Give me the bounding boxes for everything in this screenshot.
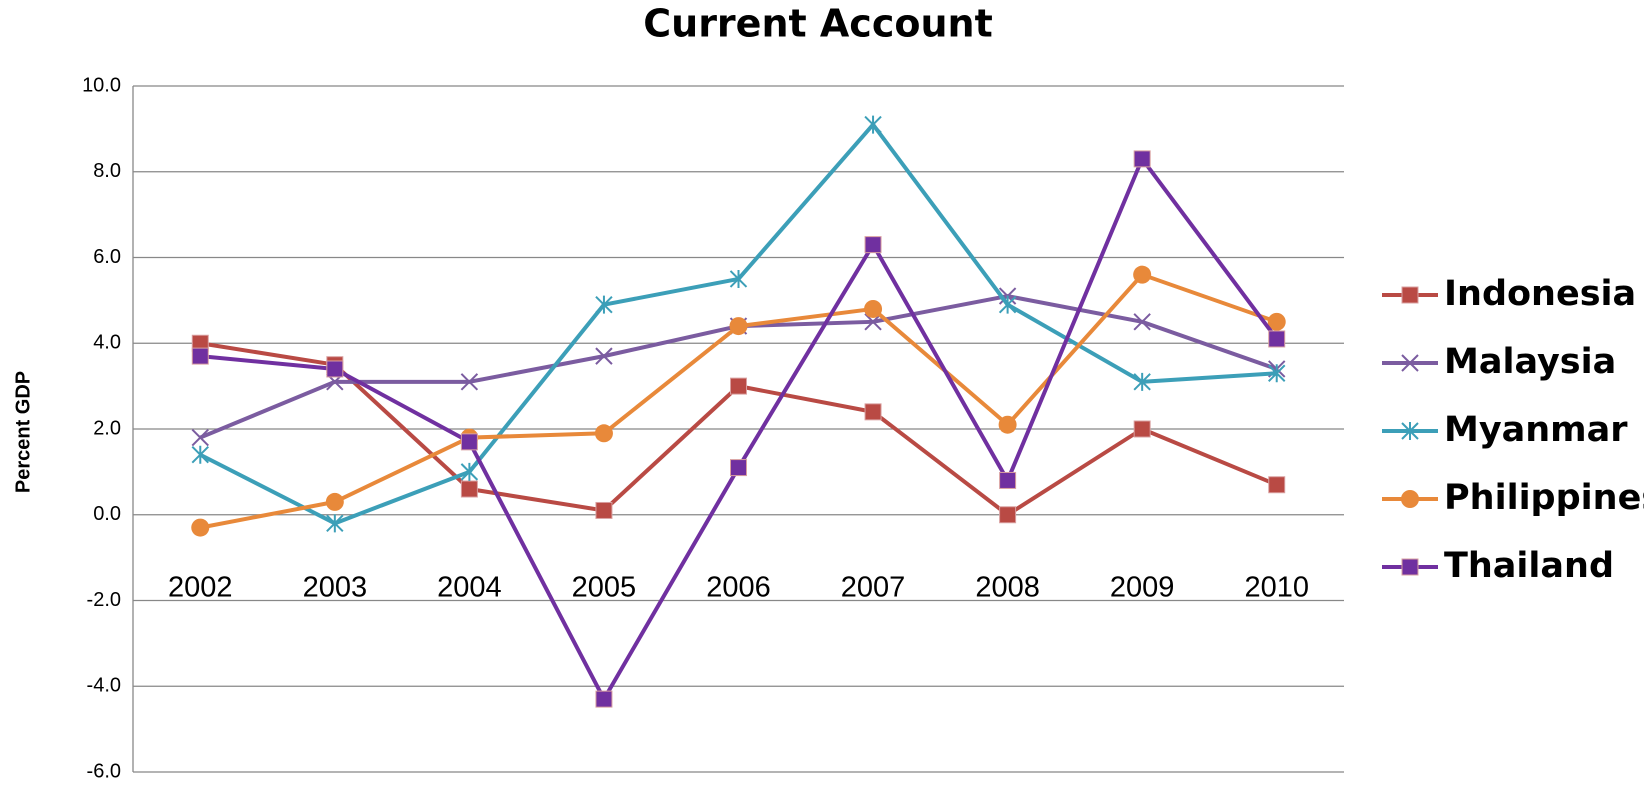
marker [191, 428, 209, 447]
x-tick-label: 2004 [437, 571, 502, 603]
marker-stroke [1401, 354, 1419, 372]
marker [998, 415, 1017, 434]
x-tick-label: 2010 [1244, 571, 1309, 603]
marker-stroke [864, 115, 882, 134]
marker [460, 433, 478, 451]
marker [594, 424, 613, 443]
marker [460, 373, 479, 391]
marker [999, 506, 1017, 524]
marker [729, 317, 748, 336]
marker [1133, 265, 1152, 284]
marker-stroke [326, 514, 344, 533]
marker-stroke [191, 445, 209, 464]
marker-stroke [595, 347, 613, 365]
y-tick-label: -4.0 [87, 675, 121, 697]
x-tick-label: 2006 [706, 571, 771, 603]
marker [1401, 354, 1419, 372]
marker-stroke [1401, 422, 1419, 440]
legend-label: Indonesia [1444, 274, 1636, 314]
marker-stroke [1133, 372, 1151, 391]
x-tick-label: 2005 [572, 571, 637, 603]
marker [1133, 150, 1151, 168]
legend-label: Myanmar [1444, 410, 1628, 450]
x-tick-label: 2007 [841, 571, 906, 603]
x-tick-label: 2002 [168, 571, 233, 603]
marker [1268, 330, 1286, 348]
marker [1268, 364, 1286, 383]
marker [595, 295, 613, 314]
marker [1401, 422, 1419, 440]
marker-stroke [595, 295, 613, 314]
y-tick-label: 10.0 [82, 74, 121, 96]
marker [326, 360, 344, 378]
marker [595, 501, 613, 519]
marker [460, 480, 478, 498]
marker-stroke [998, 295, 1017, 314]
marker [1267, 312, 1286, 331]
marker [730, 459, 747, 477]
marker-stroke [729, 269, 748, 288]
marker [326, 514, 344, 533]
legend-label: Thailand [1444, 546, 1614, 586]
series-line [199, 272, 1278, 530]
y-tick-label: -6.0 [87, 760, 121, 782]
marker [191, 518, 210, 537]
marker [460, 462, 479, 481]
x-tick-label: 2009 [1110, 571, 1175, 603]
marker [1133, 420, 1151, 438]
y-tick-label: 4.0 [93, 332, 121, 354]
y-tick-label: 8.0 [93, 160, 121, 182]
marker [191, 347, 209, 365]
marker-stroke [1268, 364, 1286, 383]
marker [1401, 558, 1419, 576]
marker [1133, 372, 1151, 391]
marker [730, 377, 747, 395]
marker [191, 445, 209, 464]
legend-label: Philippines [1444, 478, 1644, 518]
marker [864, 403, 882, 421]
chart-title: Current Account [643, 2, 992, 46]
marker [864, 115, 882, 134]
y-tick-label: 2.0 [93, 417, 121, 439]
marker [998, 295, 1017, 314]
y-tick-label: 6.0 [93, 246, 121, 268]
marker [1401, 490, 1419, 508]
marker-stroke [191, 428, 209, 447]
marker-stroke [864, 313, 882, 331]
marker [1268, 476, 1286, 494]
x-tick-label: 2003 [303, 571, 368, 603]
marker [595, 347, 613, 365]
marker [864, 236, 882, 254]
y-tick-label: 0.0 [93, 503, 121, 525]
marker [864, 313, 882, 331]
marker [595, 690, 613, 708]
marker-stroke [460, 373, 479, 391]
marker-stroke [460, 462, 479, 481]
marker [325, 492, 344, 511]
marker [864, 299, 883, 318]
y-axis-title: Percent GDP [12, 371, 34, 493]
marker [1133, 313, 1151, 331]
marker-stroke [1133, 313, 1151, 331]
y-tick-label: -2.0 [87, 589, 121, 611]
x-tick-label: 2008 [975, 571, 1040, 603]
marker [1401, 286, 1419, 304]
marker [999, 471, 1017, 489]
marker [729, 269, 748, 288]
legend-label: Malaysia [1444, 342, 1616, 382]
